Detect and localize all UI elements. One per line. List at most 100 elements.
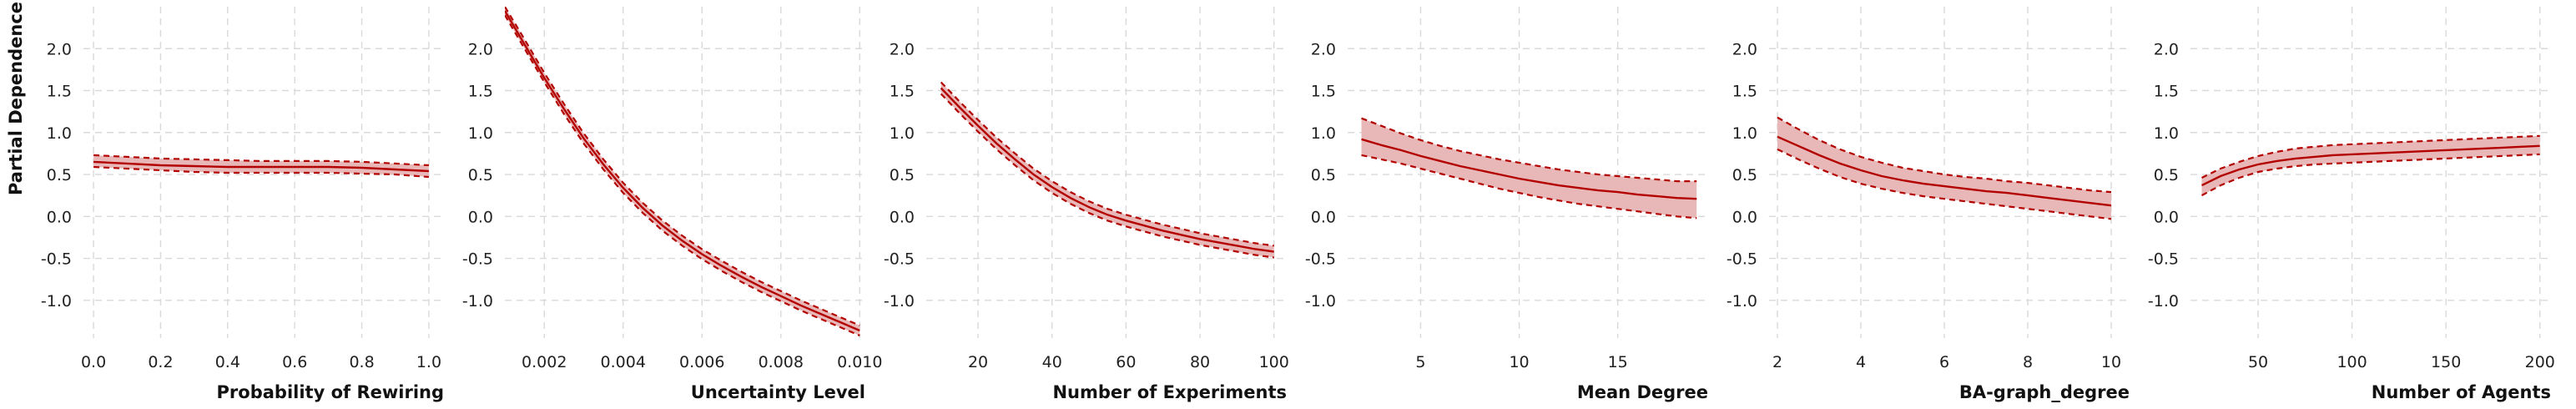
chart-panel-1: 2.0 1.5 1.0 0.5 0.0 -0.5 -1.0 0.0 0.2 0.4 0.6 0.8 1.…: [41, 7, 444, 402]
x-tick-label: 0.4: [215, 353, 240, 371]
y-tick-label: 2.0: [1732, 40, 1757, 58]
y-tick-label: -0.5: [2148, 250, 2179, 269]
x-tick-label: 0.004: [601, 353, 646, 371]
x-tick-label: 60: [1116, 353, 1136, 371]
x-tick-label: 200: [2525, 353, 2555, 371]
y-tick-label: 1.5: [468, 83, 493, 101]
y-tick-label: 1.5: [47, 83, 72, 101]
y-tick-label: -0.5: [1305, 250, 1336, 269]
x-axis-label: Number of Experiments: [1052, 382, 1287, 402]
y-tick-label: 1.0: [1732, 124, 1757, 143]
confidence-band: [505, 7, 860, 336]
y-tick-label: 1.0: [890, 124, 915, 143]
x-tick-label: 0.010: [837, 353, 882, 371]
y-tick-label: -1.0: [1305, 292, 1336, 311]
chart-panel-4: 2.0 1.5 1.0 0.5 0.0 -0.5 -1.0 5 10 15 Mean Degree: [1305, 7, 1708, 402]
lower-bound-line: [505, 14, 860, 337]
lower-bound-line: [93, 165, 429, 179]
upper-bound-line: [1777, 116, 2112, 194]
x-axis-label: Probability of Rewiring: [217, 382, 444, 402]
partial-dependence-line: [505, 10, 860, 332]
y-tick-label: 0.5: [1311, 166, 1336, 184]
chart-panel-3: 2.0 1.5 1.0 0.5 0.0 -0.5 -1.0 20 40 60 80 100 Number…: [884, 7, 1289, 402]
y-tick-label: 0.0: [890, 208, 915, 226]
upper-bound-line: [2201, 134, 2540, 179]
confidence-band: [1361, 118, 1697, 219]
y-tick-label: 0.5: [468, 166, 493, 184]
x-tick-label: 40: [1042, 353, 1062, 371]
x-tick-label: 0.0: [81, 353, 106, 371]
x-tick-label: 80: [1190, 353, 1210, 371]
confidence-band: [1777, 117, 2111, 220]
x-tick-label: 0.6: [282, 353, 307, 371]
x-tick-label: 50: [2248, 353, 2268, 371]
y-tick-label: 0.0: [1732, 208, 1757, 226]
lower-bound-line: [940, 93, 1274, 259]
y-tick-label: 1.0: [47, 124, 72, 143]
x-tick-label: 0.8: [349, 353, 374, 371]
upper-bound-line: [505, 7, 860, 326]
x-tick-label: 1.0: [416, 353, 441, 371]
y-tick-label: 0.0: [1311, 208, 1336, 226]
x-tick-label: 100: [2337, 353, 2367, 371]
y-tick-label: 1.0: [1311, 124, 1336, 143]
x-tick-label: 0.006: [679, 353, 724, 371]
y-tick-label: 2.0: [468, 40, 493, 58]
y-tick-label: 0.5: [890, 166, 915, 184]
x-tick-label: 100: [1259, 353, 1289, 371]
y-tick-label: 1.0: [2154, 124, 2179, 143]
y-tick-label: -1.0: [2148, 292, 2179, 311]
x-tick-label: 0.002: [522, 353, 567, 371]
lower-bound-line: [1777, 148, 2112, 220]
y-tick-label: -1.0: [462, 292, 493, 311]
y-tick-label: 2.0: [1311, 40, 1336, 58]
chart-panel-2: 2.0 1.5 1.0 0.5 0.0 -0.5 -1.0 0.002 0.004 0.006 0.…: [462, 7, 882, 402]
lower-bound-line: [1361, 154, 1697, 220]
partial-dependence-line: [1361, 138, 1697, 200]
partial-dependence-line: [1777, 135, 2112, 207]
y-tick-label: 0.5: [2154, 166, 2179, 184]
upper-bound-line: [1361, 117, 1697, 183]
chart-panel-6: 2.0 1.5 1.0 0.5 0.0 -0.5 -1.0 50 100 150 200 Number…: [2148, 7, 2555, 402]
x-axis-label: BA-graph_degree: [1959, 382, 2130, 402]
x-tick-label: 15: [1608, 353, 1628, 371]
y-tick-label: 2.0: [2154, 40, 2179, 58]
y-tick-label: -0.5: [884, 250, 915, 269]
y-tick-label: -1.0: [41, 292, 72, 311]
y-axis-label: Partial Dependence: [6, 2, 26, 195]
confidence-band: [2201, 135, 2540, 196]
x-axis-label: Uncertainty Level: [691, 382, 865, 402]
x-axis-label: Number of Agents: [2372, 382, 2551, 402]
y-tick-label: 0.5: [1732, 166, 1757, 184]
x-axis-label: Mean Degree: [1577, 382, 1708, 402]
y-tick-label: -1.0: [1727, 292, 1757, 311]
y-tick-label: 1.5: [890, 83, 915, 101]
x-tick-label: 0.008: [759, 353, 804, 371]
y-tick-label: 1.5: [2154, 83, 2179, 101]
lower-bound-line: [2200, 153, 2540, 197]
y-tick-label: 1.0: [468, 124, 493, 143]
y-tick-label: -1.0: [884, 292, 915, 311]
partial-dependence-line: [940, 87, 1274, 253]
x-tick-label: 2: [1772, 353, 1782, 371]
y-tick-label: -0.5: [41, 250, 72, 269]
y-tick-label: 0.0: [468, 208, 493, 226]
y-tick-label: 2.0: [890, 40, 915, 58]
confidence-band: [940, 82, 1274, 258]
x-tick-label: 0.2: [148, 353, 173, 371]
y-tick-label: 1.5: [1311, 83, 1336, 101]
y-tick-label: -0.5: [1727, 250, 1757, 269]
x-tick-label: 20: [968, 353, 988, 371]
y-tick-label: 0.0: [2154, 208, 2179, 226]
x-tick-label: 150: [2431, 353, 2461, 371]
x-tick-label: 6: [1939, 353, 1949, 371]
partial-dependence-line: [93, 160, 429, 173]
y-tick-label: 2.0: [47, 40, 72, 58]
x-tick-label: 5: [1415, 353, 1425, 371]
upper-bound-line: [940, 81, 1274, 247]
y-tick-label: 0.0: [47, 208, 72, 226]
upper-bound-line: [93, 154, 429, 167]
x-tick-label: 10: [1509, 353, 1529, 371]
x-tick-label: 10: [2101, 353, 2121, 371]
